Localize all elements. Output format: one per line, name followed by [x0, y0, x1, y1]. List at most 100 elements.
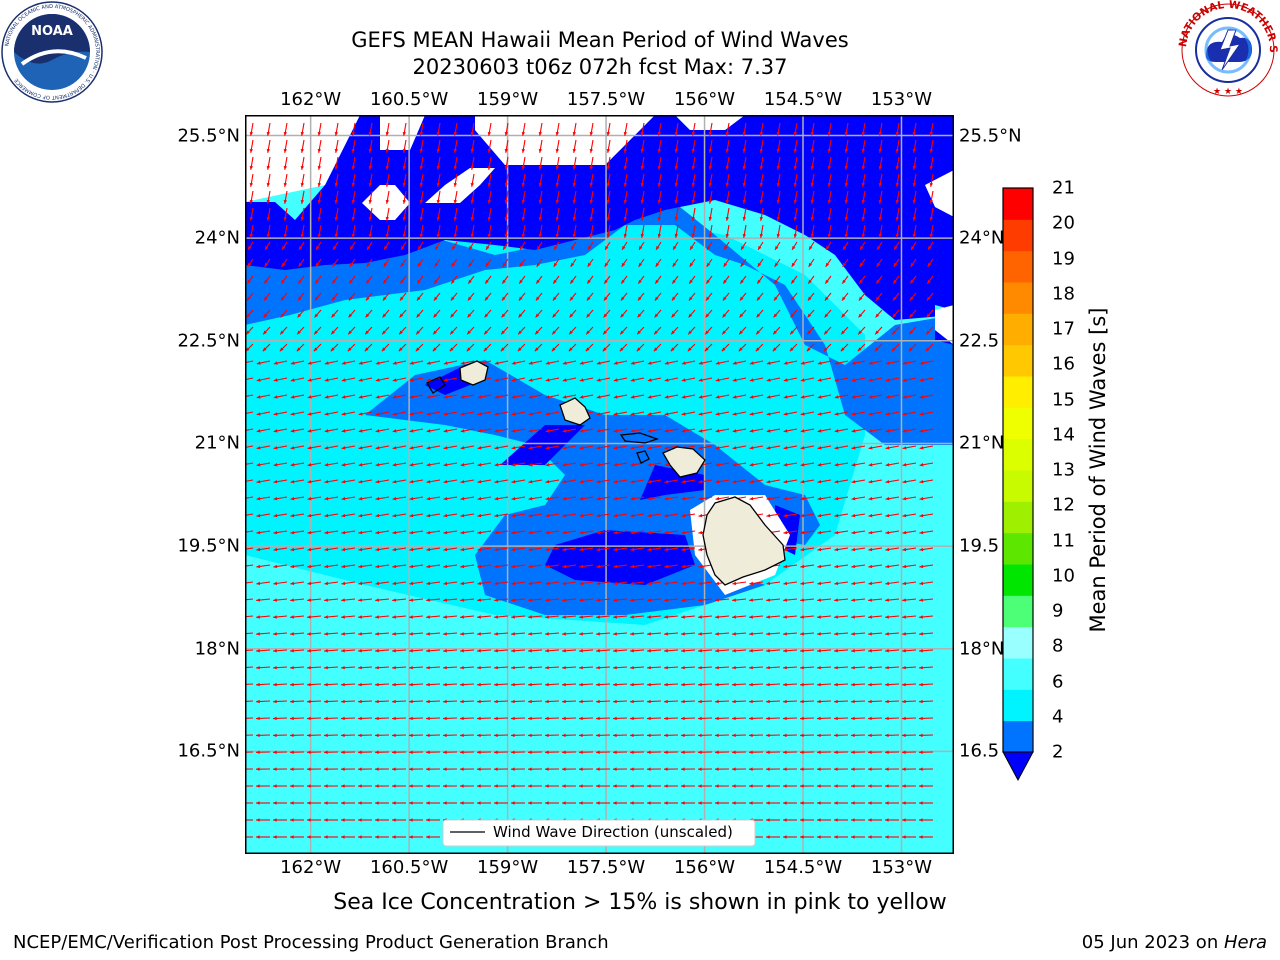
- wave-arrow-head: [324, 665, 328, 670]
- wave-arrow-head: [749, 446, 754, 450]
- left-lat-tick: 22.5°N: [177, 330, 240, 352]
- wave-arrow-head: [409, 496, 414, 501]
- wave-arrow-head: [732, 446, 737, 450]
- wave-arrow-head: [443, 682, 447, 687]
- wave-arrow-head: [416, 296, 421, 301]
- wave-arrow-head: [579, 581, 584, 586]
- wave-arrow-head: [791, 279, 795, 284]
- wave-arrow-head: [919, 581, 924, 586]
- wave-arrow-head: [844, 182, 849, 187]
- wave-arrow-head: [715, 378, 720, 382]
- bottom-lon-tick: 153°W: [870, 857, 933, 878]
- wave-arrow-head: [426, 547, 431, 552]
- wave-arrow-head: [545, 665, 549, 670]
- wave-arrow-head: [766, 733, 770, 738]
- wave-arrow-head: [460, 682, 464, 687]
- wave-arrow-head: [623, 165, 628, 170]
- wave-arrow-head: [375, 564, 380, 569]
- wave-arrow-head: [511, 581, 516, 586]
- wave-arrow-head: [300, 131, 305, 136]
- wave-arrow-head: [732, 395, 737, 399]
- wave-arrow-head: [834, 733, 838, 738]
- wave-arrow-head: [562, 750, 566, 754]
- wave-arrow-head: [290, 682, 294, 687]
- wave-arrow-head: [698, 446, 703, 450]
- wave-arrow-head: [715, 784, 719, 788]
- wave-arrow-head: [860, 245, 864, 250]
- wave-arrow-head: [256, 716, 260, 721]
- wave-arrow-head: [562, 547, 567, 552]
- wave-arrow-head: [503, 245, 507, 250]
- wave-arrow-head: [392, 564, 397, 569]
- wave-arrow-head: [885, 665, 889, 670]
- wave-arrow-head: [681, 530, 686, 535]
- wave-arrow-head: [290, 395, 295, 399]
- wave-arrow-head: [484, 296, 489, 301]
- wave-arrow-head: [681, 581, 686, 586]
- wave-arrow-head: [341, 598, 345, 602]
- wave-arrow-head: [324, 446, 329, 450]
- wave-arrow-head: [664, 649, 668, 653]
- colorbar-tick: 13: [1052, 459, 1075, 481]
- wave-arrow-head: [368, 199, 373, 204]
- wave-arrow-head: [504, 182, 509, 187]
- wave-arrow-head: [800, 682, 804, 687]
- wave-arrow-head: [783, 513, 788, 518]
- wave-arrow-head: [443, 699, 447, 704]
- wave-arrow-head: [844, 148, 849, 153]
- colorbar-tick: 16: [1052, 353, 1075, 375]
- island-niihau: [426, 376, 446, 394]
- wave-arrow-head: [436, 148, 441, 153]
- wave-arrow-head: [249, 199, 254, 204]
- wave-arrow-head: [587, 279, 591, 284]
- wave-arrow-head: [351, 131, 356, 136]
- wave-arrow-head: [851, 429, 856, 433]
- wave-arrow-head: [460, 615, 464, 619]
- wave-arrow-head: [742, 131, 747, 136]
- wave-arrow-head: [723, 262, 728, 267]
- wave-arrow-head: [756, 313, 761, 318]
- wave-arrow-head: [876, 279, 880, 284]
- wave-arrow-head: [545, 547, 550, 552]
- wave-arrow-head: [825, 262, 830, 267]
- wave-arrow-head: [926, 313, 931, 318]
- wave-arrow-head: [375, 463, 380, 467]
- wave-arrow-head: [691, 165, 696, 170]
- wave-arrow-head: [436, 182, 441, 187]
- wave-arrow-head: [672, 262, 677, 267]
- wave-arrow-head: [910, 279, 914, 284]
- wave-arrow-head: [316, 245, 320, 250]
- wave-arrow-head: [705, 313, 710, 318]
- wave-arrow-head: [895, 131, 900, 136]
- wave-arrow-head: [885, 564, 890, 569]
- wave-arrow-head: [909, 313, 914, 318]
- bottom-lon-tick: 159°W: [477, 857, 539, 878]
- wave-arrow-head: [749, 361, 754, 365]
- wave-arrow-head: [834, 632, 838, 636]
- wave-arrow-head: [273, 463, 278, 467]
- island-molokai: [619, 432, 660, 444]
- wave-arrow-head: [511, 615, 515, 619]
- wave-arrow-head: [691, 131, 696, 136]
- wave-arrow-head: [691, 182, 696, 187]
- wave-arrow-head: [817, 699, 821, 704]
- period-band-lt-2-islands: [425, 365, 800, 585]
- wave-arrow-head: [307, 530, 312, 535]
- wave-arrow-head: [579, 361, 584, 365]
- wave-arrow-head: [426, 750, 430, 754]
- wave-arrow-head: [518, 330, 522, 335]
- colorbar-segment: [1003, 344, 1033, 377]
- wave-arrow-head: [534, 347, 539, 352]
- wave-arrow-head: [757, 262, 762, 267]
- wave-arrow-head: [732, 632, 736, 636]
- wave-arrow-head: [579, 649, 583, 653]
- wave-arrow-head: [341, 429, 346, 433]
- wave-arrow-head: [273, 361, 278, 365]
- wave-arrow-head: [834, 699, 838, 704]
- wave-arrow-head: [698, 361, 703, 365]
- wave-arrow-head: [528, 615, 532, 619]
- wave-arrow-head: [902, 378, 907, 382]
- wave-arrow-head: [375, 496, 380, 501]
- wave-arrow-head: [807, 330, 811, 335]
- svg-text:★ ★ ★: ★ ★ ★: [1213, 87, 1243, 97]
